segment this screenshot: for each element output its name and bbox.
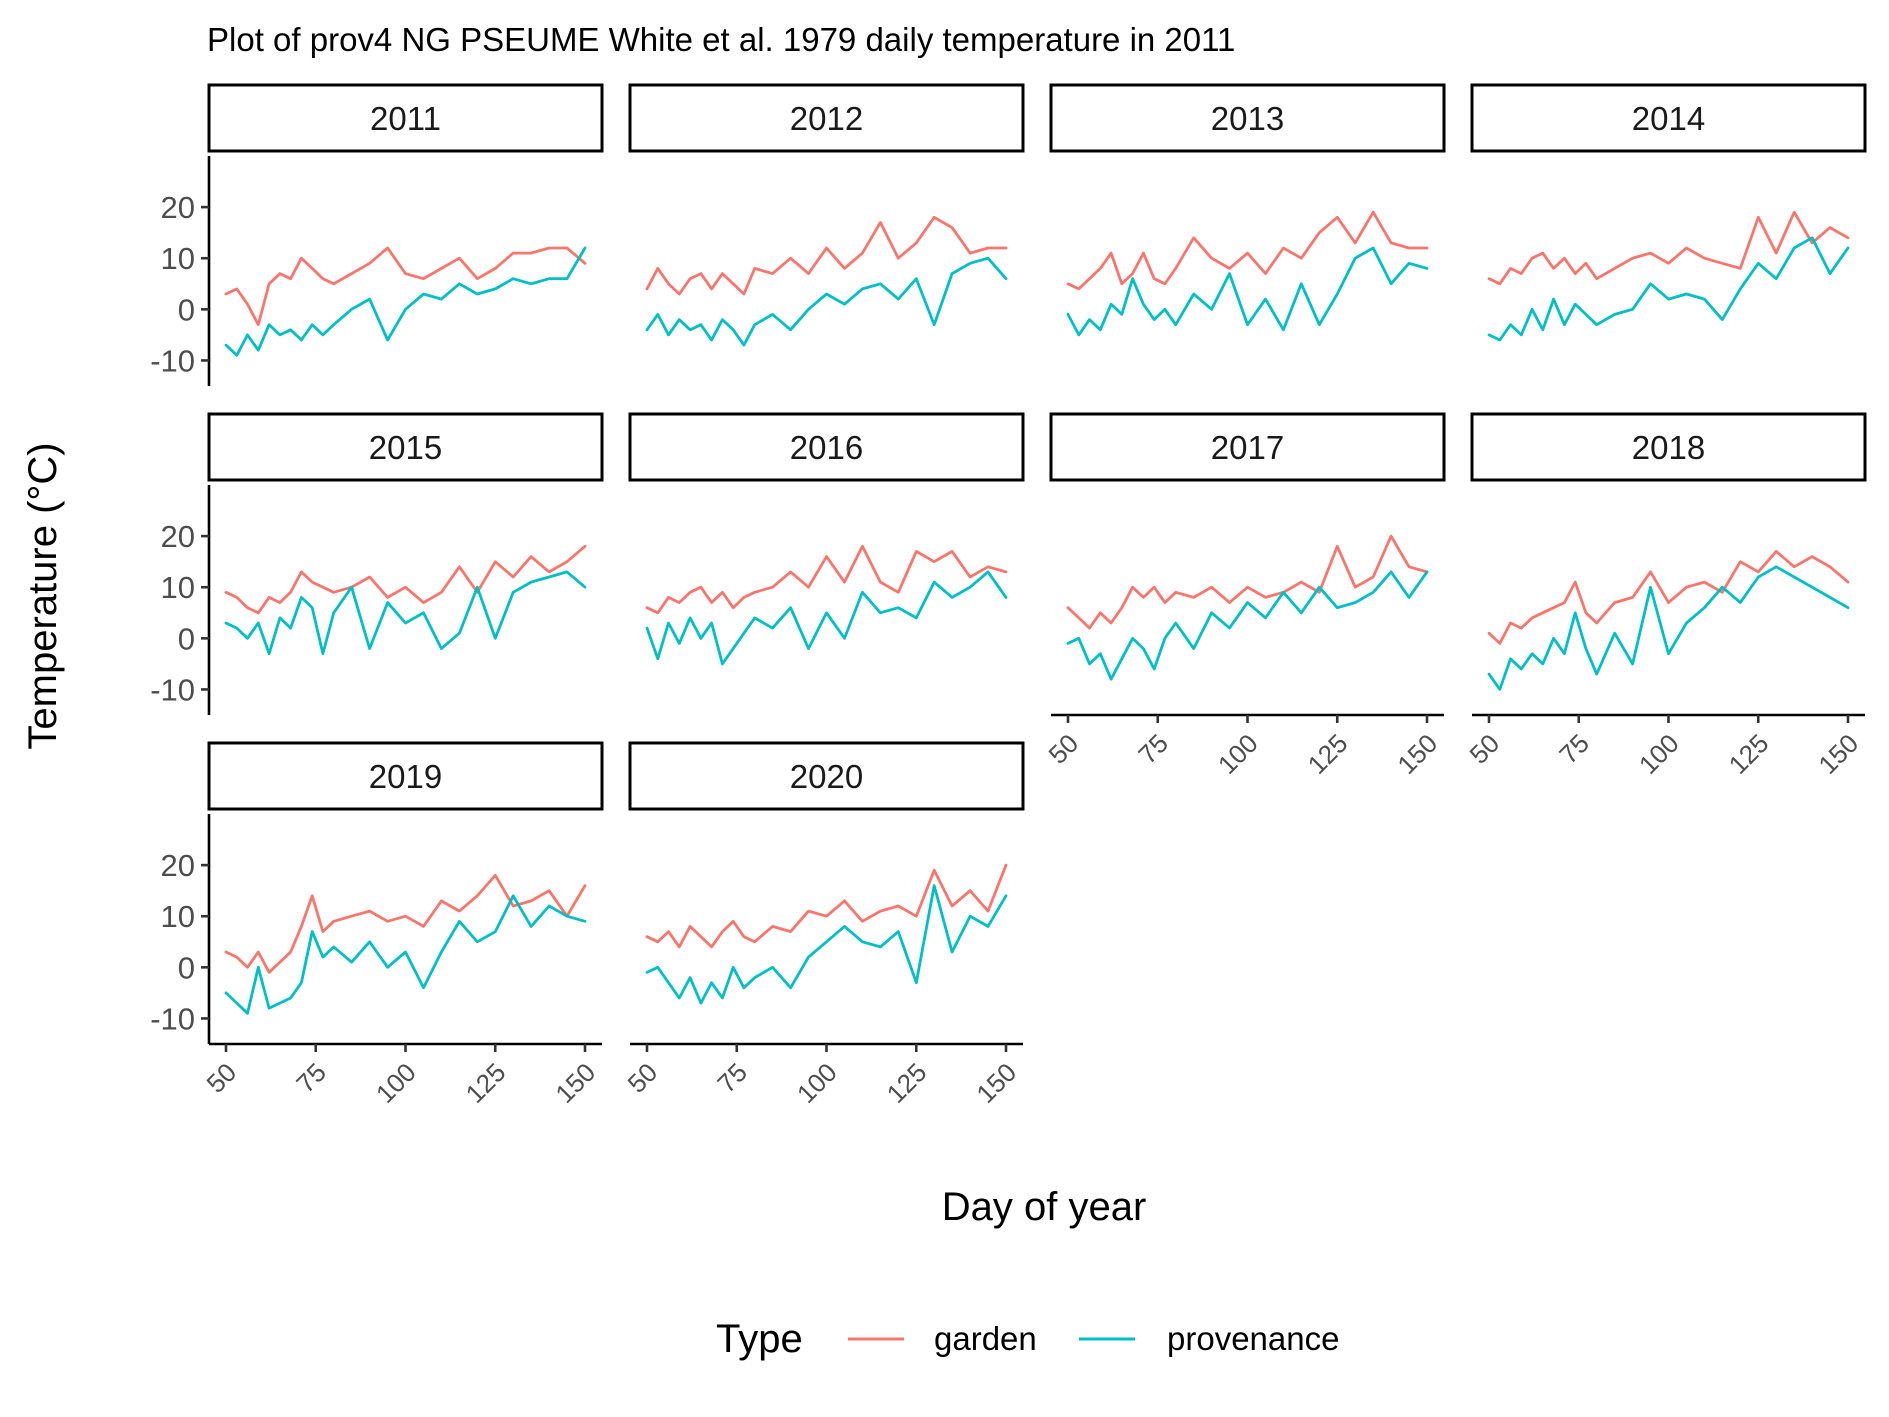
x-tick-label: 125 [1302,728,1354,780]
x-tick-label: 125 [1723,728,1775,780]
y-tick-label: 10 [161,899,195,934]
x-tick-label: 75 [1553,728,1595,770]
facet-strip-label: 2018 [1632,429,1705,466]
x-tick-label: 75 [290,1057,332,1099]
facet-strip-label: 2016 [790,429,863,466]
garden-line-2016 [645,544,1008,615]
provenance-line-2013 [1066,246,1429,337]
facet-strip [628,412,1025,482]
garden-line-2014 [1487,210,1850,286]
x-tick-label: 50 [201,1057,243,1099]
x-tick-label: 100 [1633,728,1685,780]
y-tick-label: 20 [161,190,195,225]
facet-strip-label: 2015 [369,429,442,466]
x-tick-label: 150 [1812,728,1864,780]
garden-line-2015 [224,544,587,615]
facet-strip [207,412,604,482]
x-tick-label: 125 [881,1057,933,1109]
facet-strip-label: 2017 [1211,429,1284,466]
y-tick-label: 0 [178,950,195,985]
facet-strip-label: 2012 [790,100,863,137]
x-tick-label: 150 [970,1057,1022,1109]
facet-strip-label: 2019 [369,758,442,795]
provenance-line-2015 [224,570,587,656]
facet-strip-label: 2020 [790,758,863,795]
y-tick-label: 10 [161,570,195,605]
facet-strip [1470,412,1867,482]
facet-strip-label: 2014 [1632,100,1705,137]
provenance-line-2011 [224,246,587,357]
provenance-line-2014 [1487,236,1850,342]
chart-title: Plot of prov4 NG PSEUME White et al. 197… [207,21,1235,58]
facet-strip [1049,412,1446,482]
facet-strip-label: 2011 [370,100,441,137]
provenance-line-2017 [1066,570,1429,681]
y-tick-label: 20 [161,848,195,883]
facet-2014: 2014 [1470,83,1867,342]
x-tick-label: 100 [1212,728,1264,780]
x-tick-label: 150 [1391,728,1443,780]
legend-label-provenance: provenance [1167,1320,1339,1357]
garden-line-2017 [1066,534,1429,630]
y-tick-label: 0 [178,292,195,327]
facet-strip [1470,83,1867,153]
x-tick-label: 125 [460,1057,512,1109]
facet-strip-label: 2013 [1211,100,1284,137]
y-tick-label: -10 [150,343,195,378]
provenance-line-2012 [645,256,1008,347]
facet-strip [628,741,1025,811]
y-axis-title: Temperature (°C) [21,442,65,749]
facet-2015: 2015 -10 0 10 20 [150,412,604,715]
x-axis-title: Day of year [942,1185,1147,1229]
garden-line-2018 [1487,550,1850,645]
facet-strip [207,741,604,811]
legend-label-garden: garden [934,1320,1037,1357]
x-tick-label: 100 [791,1057,843,1109]
facet-strip [1049,83,1446,153]
garden-line-2020 [645,863,1008,949]
garden-line-2012 [645,215,1008,296]
facet-2011: 2011 -10 0 10 20 [150,83,604,386]
facet-2017: 2017 50 75 100 125 150 [1043,412,1446,780]
legend-title: Type [716,1317,803,1361]
provenance-line-2018 [1487,565,1850,691]
y-tick-label: -10 [150,1001,195,1036]
garden-line-2011 [224,246,587,327]
facet-2013: 2013 [1049,83,1446,337]
x-tick-label: 75 [1132,728,1174,770]
facet-strip [207,83,604,153]
facet-strip [628,83,1025,153]
facet-2020: 2020 50 75 100 125 150 [622,741,1025,1109]
facet-2016: 2016 [628,412,1025,666]
x-tick-label: 50 [622,1057,664,1099]
provenance-line-2016 [645,570,1008,666]
x-tick-label: 75 [711,1057,753,1099]
facet-2018: 2018 50 75 100 125 150 [1464,412,1867,780]
y-tick-label: -10 [150,672,195,707]
facet-2012: 2012 [628,83,1025,347]
legend: Type garden provenance [716,1317,1339,1361]
x-tick-label: 50 [1043,728,1085,770]
y-tick-label: 10 [161,241,195,276]
garden-line-2013 [1066,210,1429,291]
facet-panels: 2011 -10 0 10 20 2012 2013 2014 2015 -10 0 10 20 2016… [150,83,1867,1109]
x-tick-label: 100 [370,1057,422,1109]
x-tick-label: 150 [549,1057,601,1109]
facet-2019: 2019 -10 0 10 20 50 75 100 125 150 [150,741,604,1109]
provenance-line-2019 [224,894,587,1015]
x-tick-label: 50 [1464,728,1506,770]
y-tick-label: 20 [161,519,195,554]
garden-line-2019 [224,873,587,974]
y-tick-label: 0 [178,621,195,656]
provenance-line-2020 [645,884,1008,1005]
